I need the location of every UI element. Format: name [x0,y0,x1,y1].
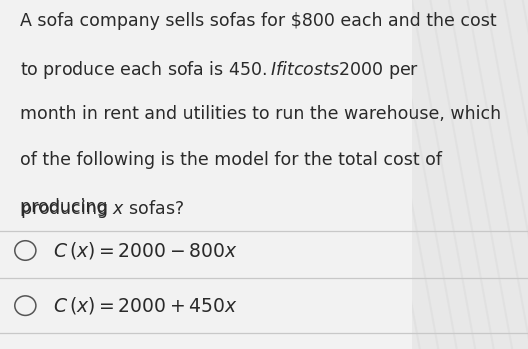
Text: to produce each sofa is $450. If it costs $2000 per: to produce each sofa is $450. If it cost… [20,59,419,81]
Text: producing $x$ sofas?: producing $x$ sofas? [20,198,184,220]
Text: $C\,(x) = 2000 - 800x$: $C\,(x) = 2000 - 800x$ [53,240,238,261]
Text: producing: producing [20,198,113,216]
Text: A sofa company sells sofas for $800 each and the cost: A sofa company sells sofas for $800 each… [20,12,497,30]
Text: $C\,(x) = 2000 + 450x$: $C\,(x) = 2000 + 450x$ [53,295,238,316]
FancyBboxPatch shape [0,0,412,349]
Text: month in rent and utilities to run the warehouse, which: month in rent and utilities to run the w… [20,105,501,123]
Text: of the following is the model for the total cost of: of the following is the model for the to… [20,151,442,170]
